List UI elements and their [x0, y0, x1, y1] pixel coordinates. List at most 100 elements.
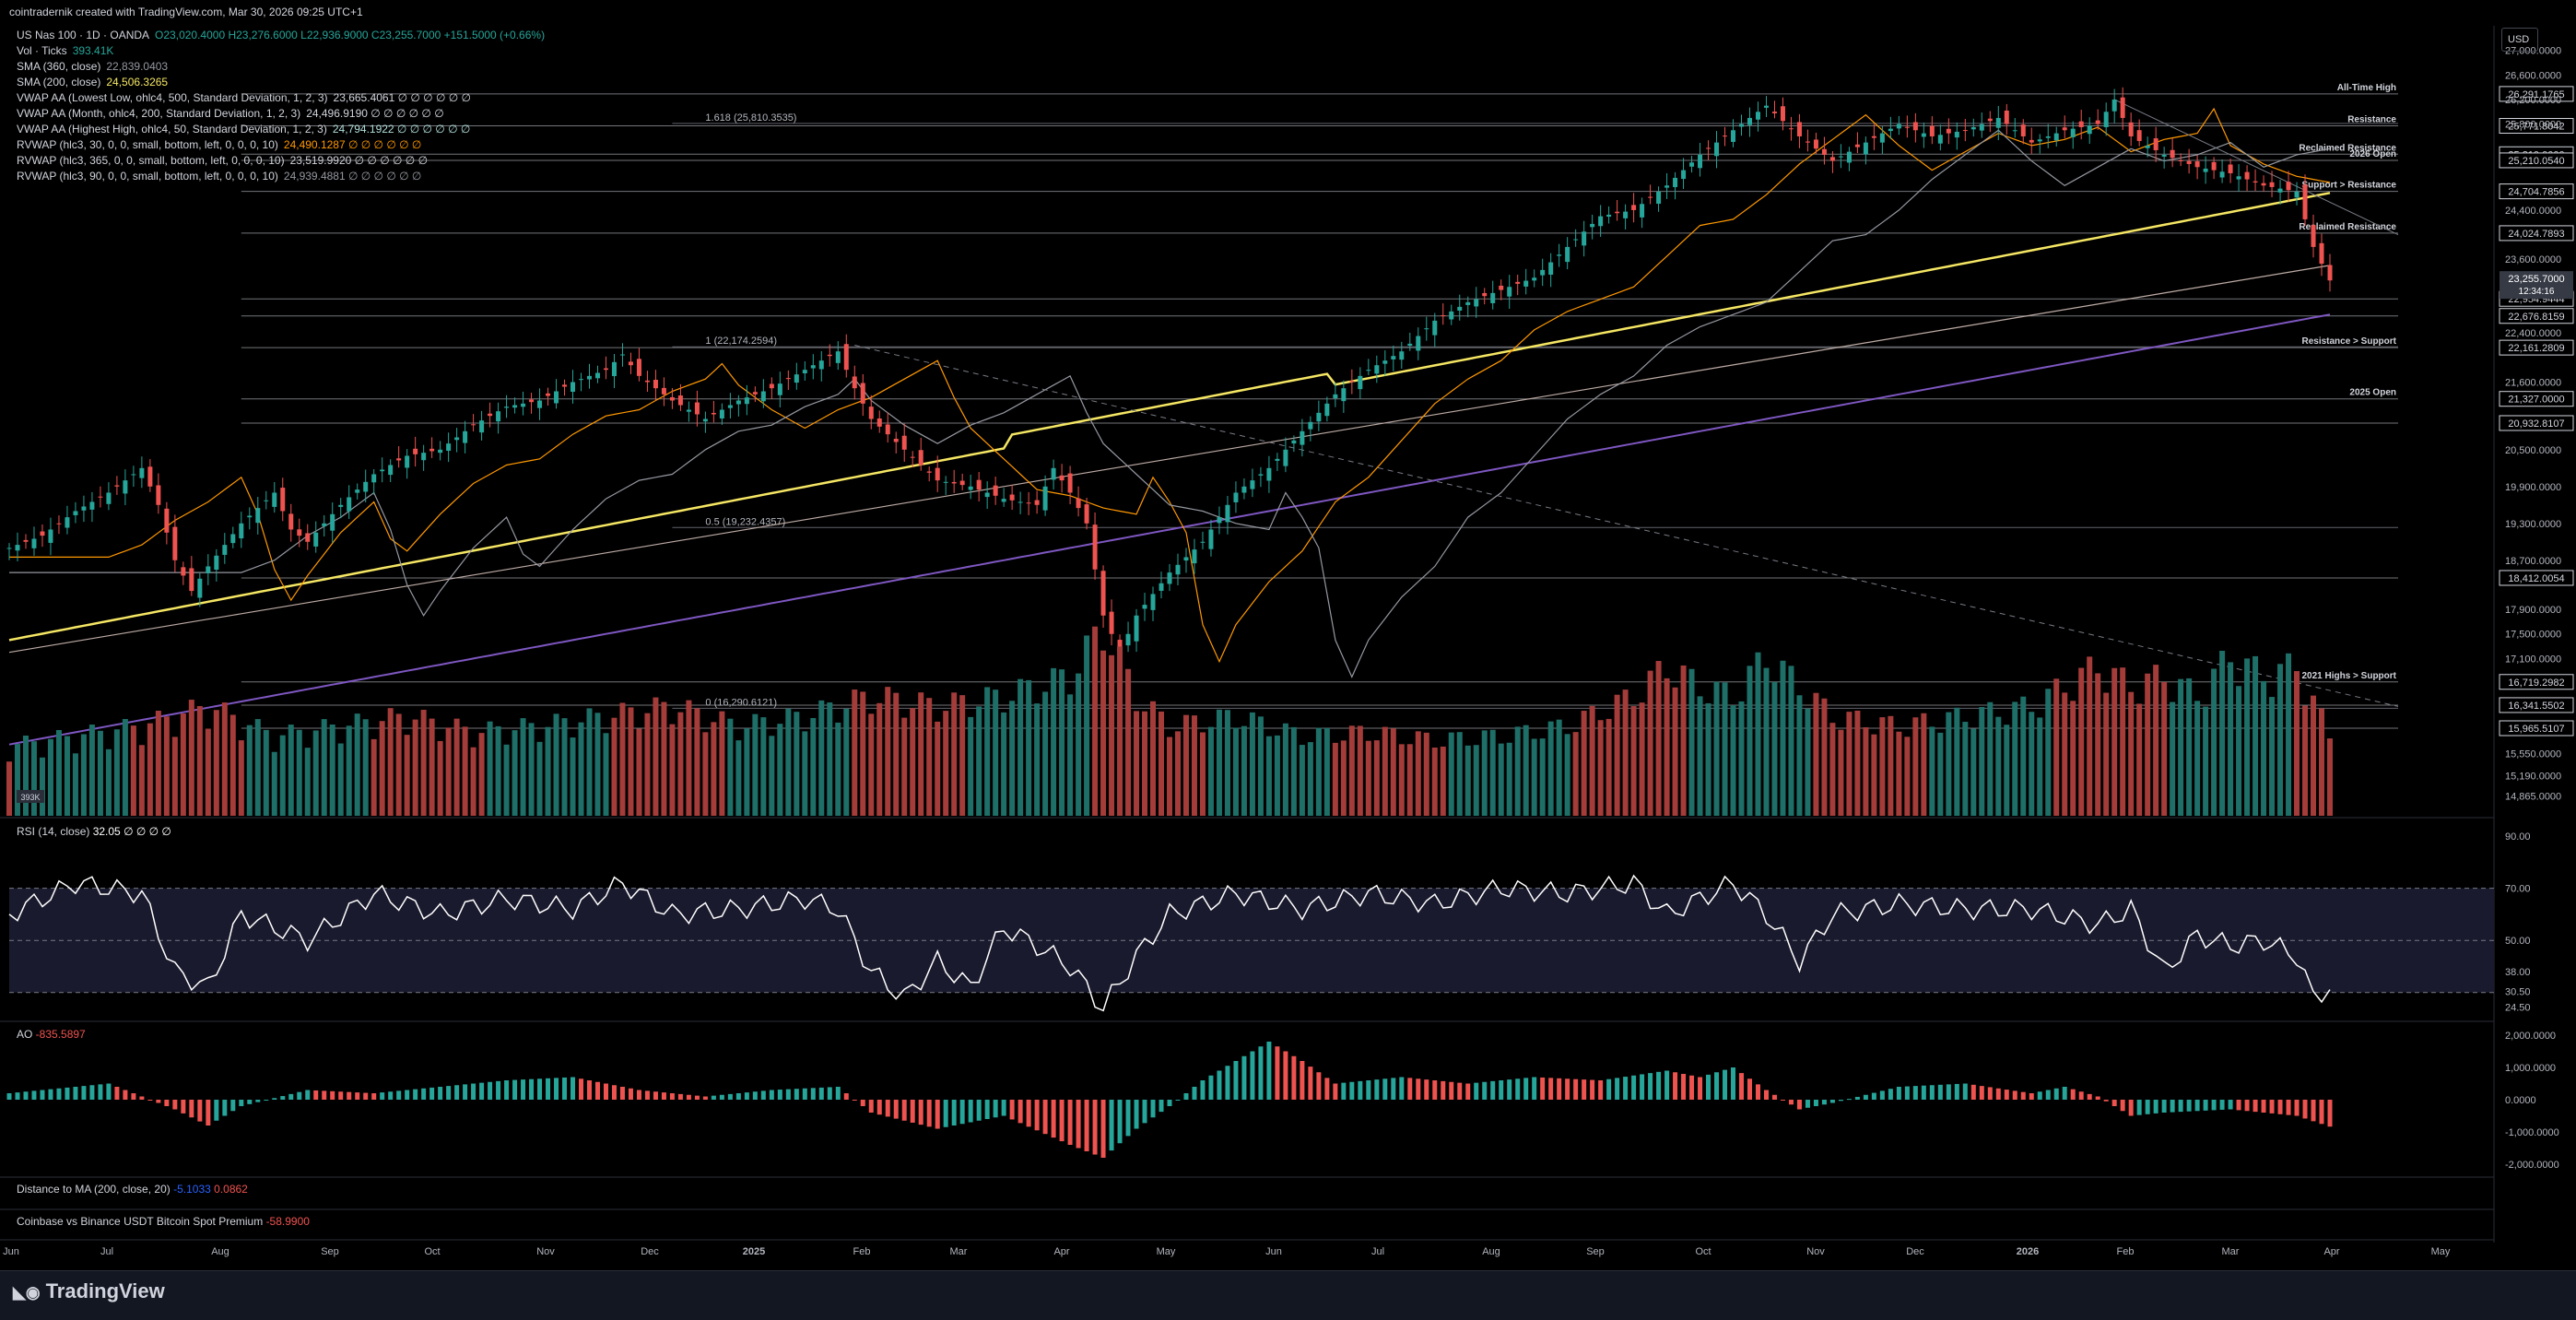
ao-bar — [2186, 1100, 2192, 1112]
candle-body — [1208, 529, 1214, 549]
volume-bar — [1539, 738, 1546, 816]
legend-value: 24,506.3265 — [106, 76, 169, 88]
legend-row[interactable]: RVWAP (hlc3, 90, 0, 0, small, bottom, le… — [17, 169, 545, 184]
volume-bar — [2111, 667, 2118, 816]
price-axis-tick: 26,600.0000 — [2505, 70, 2561, 81]
ao-bar — [1921, 1085, 1926, 1100]
ao-bar — [570, 1077, 576, 1100]
legend-row[interactable]: VWAP AA (Lowest Low, ohlc4, 500, Standar… — [17, 90, 545, 106]
candle-body — [1954, 131, 1959, 138]
volume-bar — [876, 702, 883, 816]
ao-bar — [405, 1090, 410, 1100]
legend-row[interactable]: US Nas 100 · 1D · OANDA O23,020.4000 H23,… — [17, 28, 545, 43]
volume-bar — [968, 716, 974, 816]
legend-label: RVWAP (hlc3, 30, 0, 0, small, bottom, le… — [17, 138, 278, 151]
time-axis-tick: Nov — [1806, 1246, 1825, 1257]
ao-bar — [760, 1090, 766, 1100]
ao-bar — [2244, 1100, 2250, 1112]
volume-bar — [2261, 680, 2267, 816]
price-tag: 16,719.2982 — [2508, 678, 2564, 689]
tradingview-logo-text: TradingView — [45, 1279, 165, 1302]
ao-bar — [1673, 1072, 1678, 1100]
candle-body — [2244, 171, 2250, 180]
ao-bar — [2286, 1100, 2291, 1115]
ao-bar — [935, 1100, 940, 1129]
legend-row[interactable]: RVWAP (hlc3, 365, 0, 0, small, bottom, l… — [17, 153, 545, 169]
candle-body — [935, 467, 940, 481]
ao-bar — [1382, 1078, 1388, 1100]
volume-bar — [1614, 694, 1620, 816]
candle-body — [2037, 139, 2042, 142]
ao-bar — [1548, 1078, 1554, 1100]
volume-bar — [2203, 706, 2209, 816]
candle-body — [1457, 306, 1463, 311]
ao-bar — [910, 1100, 915, 1123]
volume-bar — [1051, 667, 1057, 816]
volume-bar — [520, 718, 526, 816]
volume-bar — [1506, 742, 1512, 816]
ao-bar — [1615, 1078, 1620, 1100]
volume-bar — [1639, 702, 1645, 816]
volume-bar — [1738, 701, 1745, 816]
volume-bar — [2178, 678, 2184, 816]
candle-body — [926, 471, 932, 473]
candle-body — [65, 517, 70, 528]
legend-row[interactable]: VWAP AA (Month, ohlc4, 200, Standard Dev… — [17, 106, 545, 122]
volume-bar — [1572, 732, 1579, 816]
price-axis-tick: 14,865.0000 — [2505, 791, 2561, 802]
volume-bar — [1084, 635, 1090, 816]
ao-bar — [1648, 1073, 1653, 1100]
volume-bar — [1547, 721, 1554, 816]
legend-row[interactable]: RVWAP (hlc3, 30, 0, 0, small, bottom, le… — [17, 137, 545, 153]
candle-body — [843, 344, 849, 371]
legend-row[interactable]: SMA (200, close) 24,506.3265 — [17, 75, 545, 90]
volume-bar — [2153, 665, 2159, 816]
ao-bar — [951, 1100, 957, 1126]
candle-body — [405, 455, 410, 468]
ao-bar — [1416, 1078, 1421, 1100]
candle-body — [1888, 128, 1893, 132]
ao-bar — [98, 1084, 103, 1100]
candle-body — [2111, 99, 2117, 112]
ao-bar — [1017, 1100, 1023, 1124]
candle-body — [2319, 242, 2324, 265]
candle-body — [2236, 176, 2241, 180]
candle-body — [2170, 149, 2175, 159]
price-tag-box — [2499, 183, 2574, 200]
ao-bar — [1399, 1077, 1405, 1100]
distance-ma-label: Distance to MA (200, close, 20) -5.1033 … — [17, 1183, 248, 1196]
price-chart[interactable]: All-Time High 26,291.1765 Resistance 25,771… — [0, 0, 2576, 1270]
candle-body — [2203, 168, 2208, 172]
volume-bar — [379, 721, 385, 816]
volume-bar — [769, 736, 775, 816]
price-tag: 22,161.2809 — [2508, 343, 2564, 354]
volume-bar — [1921, 713, 1927, 816]
volume-bar — [1207, 726, 1214, 816]
ao-bar — [1208, 1075, 1214, 1100]
ao-bar — [1266, 1042, 1272, 1100]
legend-row[interactable]: SMA (360, close) 22,839.0403 — [17, 59, 545, 75]
currency-selector[interactable]: USD — [2501, 28, 2538, 52]
candle-body — [197, 578, 203, 598]
legend-row[interactable]: Vol · Ticks 393.41K — [17, 43, 545, 59]
candle-body — [1532, 277, 1537, 281]
price-tag: 26,291.1765 — [2508, 89, 2564, 100]
volume-bar — [1722, 682, 1728, 816]
ao-bar — [702, 1096, 708, 1100]
ao-bar — [1755, 1084, 1760, 1100]
ao-bar — [1283, 1051, 1288, 1100]
ao-axis-tick: 2,000.0000 — [2505, 1031, 2556, 1042]
ao-bar — [2170, 1100, 2175, 1113]
candle-body — [1912, 122, 1918, 131]
level-label: Resistance > Support — [2301, 336, 2396, 347]
volume-bar — [2078, 667, 2085, 816]
legend-row[interactable]: VWAP AA (Highest High, ohlc4, 50, Standa… — [17, 122, 545, 137]
volume-bar — [1755, 652, 1761, 816]
ao-bar — [1664, 1070, 1670, 1100]
tradingview-logo[interactable]: ◣◉ TradingView — [13, 1279, 165, 1303]
ao-bar — [2269, 1100, 2275, 1114]
volume-bar — [1962, 722, 1969, 816]
ao-bar — [347, 1091, 352, 1100]
ao-bar — [893, 1100, 899, 1119]
candle-body — [2302, 184, 2308, 219]
